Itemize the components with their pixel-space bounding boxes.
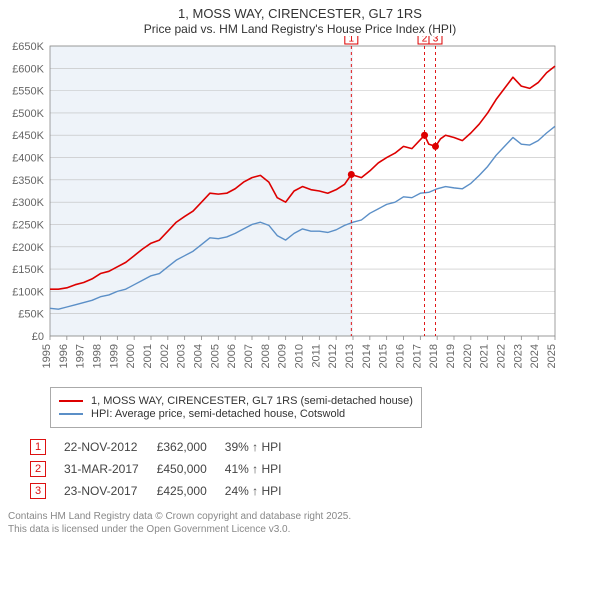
sale-price: £362,000 <box>157 436 225 458</box>
svg-text:£50K: £50K <box>18 309 44 321</box>
legend-item: HPI: Average price, semi-detached house,… <box>59 408 413 420</box>
svg-text:2007: 2007 <box>243 344 255 368</box>
svg-text:1999: 1999 <box>108 344 120 368</box>
sale-date: 23-NOV-2017 <box>64 480 157 502</box>
footer-line: This data is licensed under the Open Gov… <box>8 523 600 536</box>
svg-text:2017: 2017 <box>411 344 423 368</box>
svg-text:2019: 2019 <box>445 344 457 368</box>
svg-text:2024: 2024 <box>529 344 541 368</box>
sales-row: 1 22-NOV-2012£362,00039% ↑ HPI <box>30 436 299 458</box>
legend-label: 1, MOSS WAY, CIRENCESTER, GL7 1RS (semi-… <box>91 395 413 407</box>
sale-marker-box: 2 <box>30 461 46 477</box>
sale-marker-box: 3 <box>30 483 46 499</box>
svg-text:£550K: £550K <box>12 86 44 98</box>
svg-text:2010: 2010 <box>294 344 306 368</box>
svg-text:2022: 2022 <box>496 344 508 368</box>
line-chart-svg: £0 £50K £100K £150K £200K £250K £300K £350K £400… <box>0 36 560 376</box>
sales-row: 3 23-NOV-2017£425,00024% ↑ HPI <box>30 480 299 502</box>
sale-date: 31-MAR-2017 <box>64 458 157 480</box>
sale-delta: 24% ↑ HPI <box>225 480 300 502</box>
svg-text:2001: 2001 <box>142 344 154 368</box>
svg-text:2005: 2005 <box>209 344 221 368</box>
legend-box: 1, MOSS WAY, CIRENCESTER, GL7 1RS (semi-… <box>50 387 422 428</box>
attribution-footer: Contains HM Land Registry data © Crown c… <box>8 510 600 536</box>
sale-delta: 39% ↑ HPI <box>225 436 300 458</box>
svg-text:2008: 2008 <box>260 344 272 368</box>
chart-container: 1, MOSS WAY, CIRENCESTER, GL7 1RS Price … <box>0 0 600 536</box>
svg-text:£200K: £200K <box>12 242 44 254</box>
svg-text:£250K: £250K <box>12 219 44 231</box>
legend-label: HPI: Average price, semi-detached house,… <box>91 408 345 420</box>
svg-text:2012: 2012 <box>327 344 339 368</box>
svg-text:£350K: £350K <box>12 175 44 187</box>
svg-text:2015: 2015 <box>378 344 390 368</box>
svg-text:2: 2 <box>422 36 428 45</box>
svg-text:2006: 2006 <box>226 344 238 368</box>
svg-text:2002: 2002 <box>159 344 171 368</box>
svg-text:2013: 2013 <box>344 344 356 368</box>
legend-item: 1, MOSS WAY, CIRENCESTER, GL7 1RS (semi-… <box>59 395 413 407</box>
svg-text:2020: 2020 <box>462 344 474 368</box>
legend-swatch <box>59 413 83 415</box>
svg-text:2014: 2014 <box>361 344 373 368</box>
svg-text:£400K: £400K <box>12 153 44 165</box>
svg-text:3: 3 <box>433 36 439 45</box>
chart-title: 1, MOSS WAY, CIRENCESTER, GL7 1RS <box>0 6 600 21</box>
svg-text:£450K: £450K <box>12 130 44 142</box>
chart-subtitle: Price paid vs. HM Land Registry's House … <box>0 22 600 36</box>
svg-text:1998: 1998 <box>92 344 104 368</box>
svg-text:2016: 2016 <box>395 344 407 368</box>
svg-text:£150K: £150K <box>12 264 44 276</box>
svg-text:1997: 1997 <box>75 344 87 368</box>
svg-text:£600K: £600K <box>12 63 44 75</box>
svg-text:2009: 2009 <box>277 344 289 368</box>
svg-text:2004: 2004 <box>193 344 205 368</box>
svg-text:2021: 2021 <box>479 344 491 368</box>
svg-text:£500K: £500K <box>12 108 44 120</box>
sale-date: 22-NOV-2012 <box>64 436 157 458</box>
footer-line: Contains HM Land Registry data © Crown c… <box>8 510 600 523</box>
sales-row: 2 31-MAR-2017£450,00041% ↑ HPI <box>30 458 299 480</box>
legend-swatch <box>59 400 83 402</box>
svg-text:2023: 2023 <box>512 344 524 368</box>
sale-delta: 41% ↑ HPI <box>225 458 300 480</box>
svg-text:1995: 1995 <box>41 344 53 368</box>
svg-text:2003: 2003 <box>176 344 188 368</box>
sale-marker-box: 1 <box>30 439 46 455</box>
sale-price: £450,000 <box>157 458 225 480</box>
svg-text:£100K: £100K <box>12 286 44 298</box>
svg-text:2000: 2000 <box>125 344 137 368</box>
svg-text:1: 1 <box>349 36 355 45</box>
svg-text:£650K: £650K <box>12 41 44 53</box>
sale-price: £425,000 <box>157 480 225 502</box>
chart-area: £0 £50K £100K £150K £200K £250K £300K £350K £400… <box>0 36 600 381</box>
sales-table: 1 22-NOV-2012£362,00039% ↑ HPI 2 31-MAR-201… <box>30 436 299 502</box>
svg-text:2011: 2011 <box>310 344 322 368</box>
svg-text:£0: £0 <box>32 331 44 343</box>
svg-text:£300K: £300K <box>12 197 44 209</box>
svg-text:1996: 1996 <box>58 344 70 368</box>
svg-text:2025: 2025 <box>546 344 558 368</box>
title-block: 1, MOSS WAY, CIRENCESTER, GL7 1RS Price … <box>0 0 600 36</box>
svg-text:2018: 2018 <box>428 344 440 368</box>
